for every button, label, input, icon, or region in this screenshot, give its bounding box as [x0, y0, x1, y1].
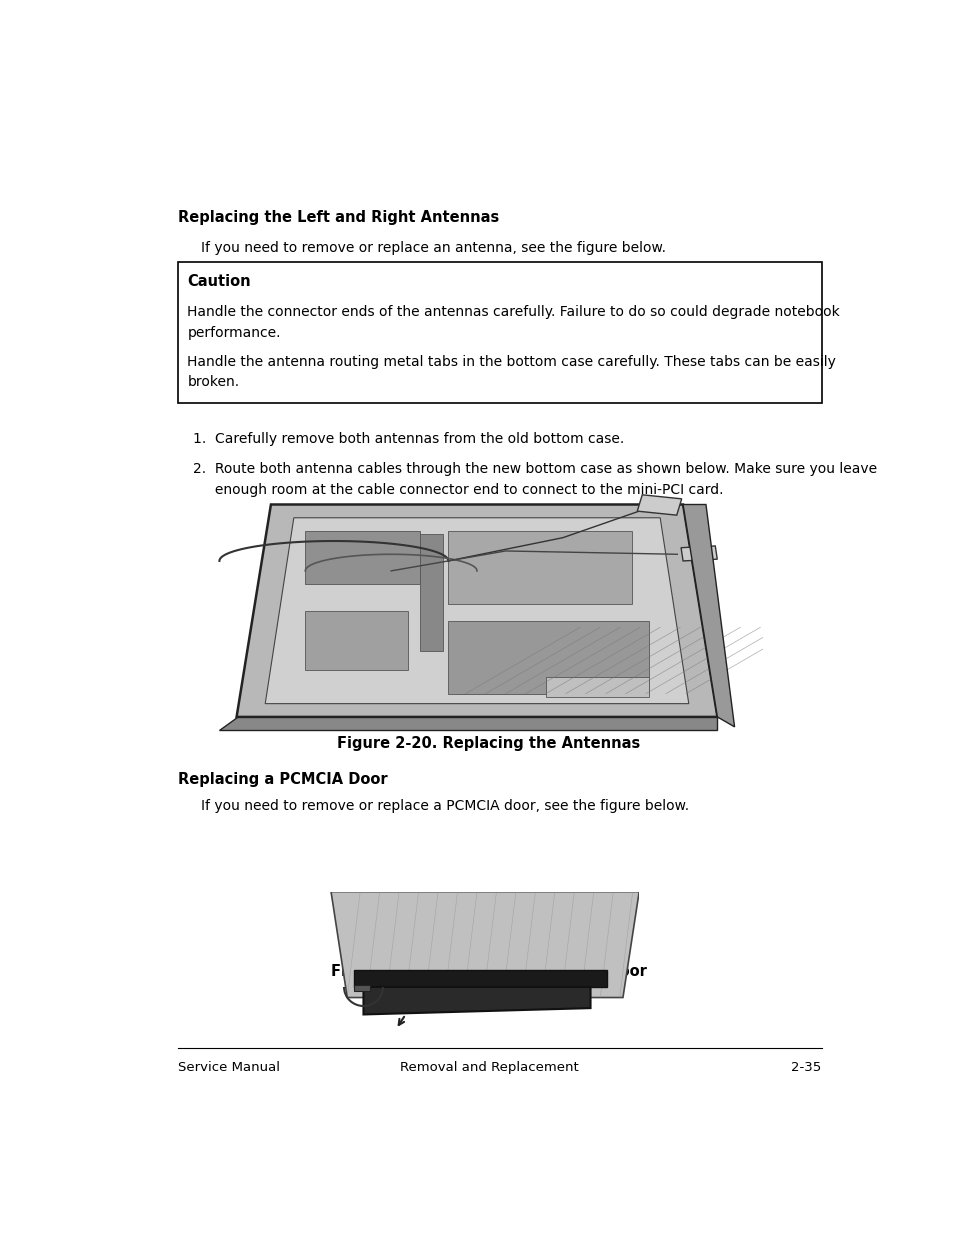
Text: broken.: broken. — [187, 375, 239, 389]
Text: If you need to remove or replace a PCMCIA door, see the figure below.: If you need to remove or replace a PCMCI… — [200, 799, 688, 813]
Text: Handle the connector ends of the antennas carefully. Failure to do so could degr: Handle the connector ends of the antenna… — [187, 305, 840, 319]
Bar — [637, 495, 681, 515]
Text: Replacing the Left and Right Antennas: Replacing the Left and Right Antennas — [178, 210, 499, 225]
Polygon shape — [236, 505, 717, 718]
Text: enough room at the cable connector end to connect to the mini-PCI card.: enough room at the cable connector end t… — [193, 483, 723, 496]
Text: Replacing a PCMCIA Door: Replacing a PCMCIA Door — [178, 772, 388, 787]
Polygon shape — [219, 718, 717, 730]
Bar — [305, 531, 419, 584]
Bar — [448, 531, 631, 604]
Polygon shape — [682, 505, 734, 727]
Text: 1.  Carefully remove both antennas from the old bottom case.: 1. Carefully remove both antennas from t… — [193, 431, 624, 446]
Bar — [680, 546, 717, 561]
Bar — [354, 984, 370, 992]
Text: If you need to remove or replace an antenna, see the figure below.: If you need to remove or replace an ante… — [200, 241, 665, 256]
Text: Handle the antenna routing metal tabs in the bottom case carefully. These tabs c: Handle the antenna routing metal tabs in… — [187, 354, 835, 368]
Text: performance.: performance. — [187, 326, 280, 340]
Text: Figure 2-20. Replacing the Antennas: Figure 2-20. Replacing the Antennas — [337, 736, 639, 751]
Text: 2-35: 2-35 — [791, 1061, 821, 1074]
Bar — [354, 969, 606, 987]
Polygon shape — [265, 517, 688, 704]
Text: 2.  Route both antenna cables through the new bottom case as shown below. Make s: 2. Route both antenna cables through the… — [193, 462, 877, 475]
Text: Caution: Caution — [187, 274, 251, 289]
Polygon shape — [363, 987, 590, 1014]
Bar — [545, 677, 648, 697]
FancyBboxPatch shape — [178, 262, 821, 403]
Text: Removal and Replacement: Removal and Replacement — [399, 1061, 578, 1074]
Bar — [305, 611, 408, 671]
Bar — [419, 535, 442, 651]
Bar — [448, 621, 648, 694]
Polygon shape — [331, 892, 639, 998]
Text: Service Manual: Service Manual — [178, 1061, 280, 1074]
Text: Figure 2-21. Removing a PCMCIA Door: Figure 2-21. Removing a PCMCIA Door — [331, 965, 646, 979]
